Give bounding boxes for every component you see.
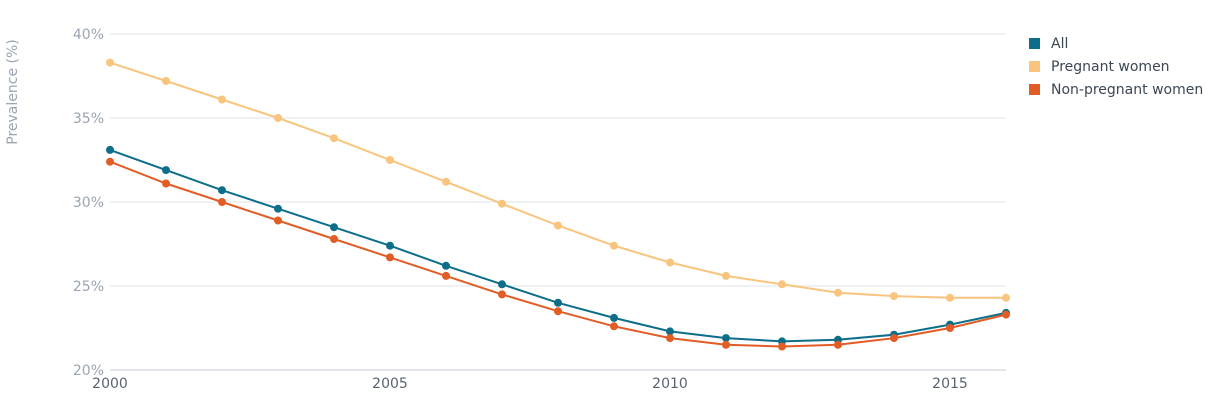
data-point[interactable]: [162, 77, 170, 85]
data-point[interactable]: [442, 177, 450, 186]
y-tick-label: 40%: [73, 27, 104, 43]
y-tick-label: 20%: [73, 363, 104, 379]
legend-label[interactable]: Non-pregnant women: [1051, 82, 1203, 98]
y-tick-label: 30%: [73, 195, 104, 211]
data-point[interactable]: [890, 334, 898, 343]
data-point[interactable]: [218, 186, 226, 195]
series-line-non-pregnant-women: [109, 160, 1007, 348]
data-point[interactable]: [666, 258, 674, 267]
y-tick-label: 25%: [73, 279, 104, 295]
data-point[interactable]: [498, 199, 506, 208]
data-point[interactable]: [330, 235, 338, 243]
data-point[interactable]: [722, 334, 730, 343]
data-point[interactable]: [834, 288, 842, 297]
data-point[interactable]: [330, 134, 338, 143]
data-point[interactable]: [274, 216, 282, 225]
y-axis-label: Prevalence (%): [5, 39, 21, 145]
data-point[interactable]: [890, 292, 898, 301]
data-point[interactable]: [946, 324, 954, 332]
legend-swatch: [1029, 61, 1040, 72]
data-point[interactable]: [330, 223, 338, 232]
data-point[interactable]: [106, 58, 114, 67]
series-group: [106, 58, 1010, 351]
data-point[interactable]: [218, 198, 226, 206]
data-point[interactable]: [666, 327, 674, 336]
data-point[interactable]: [722, 340, 730, 349]
legend-swatch: [1029, 84, 1040, 95]
data-point[interactable]: [834, 340, 842, 349]
x-tick-label: 2005: [372, 376, 408, 392]
data-point[interactable]: [610, 322, 618, 331]
legend-label[interactable]: Pregnant women: [1051, 59, 1170, 75]
data-point[interactable]: [106, 157, 114, 166]
data-point[interactable]: [274, 204, 282, 213]
data-point[interactable]: [162, 179, 170, 188]
data-point[interactable]: [1002, 293, 1010, 302]
legend: All Pregnant women Non-pregnant women: [1029, 36, 1203, 98]
data-point[interactable]: [106, 145, 114, 154]
legend-swatch: [1029, 38, 1040, 49]
data-point[interactable]: [442, 271, 450, 280]
x-tick-label: 2000: [92, 376, 128, 392]
data-point[interactable]: [554, 298, 562, 307]
data-point[interactable]: [1002, 310, 1010, 319]
data-point[interactable]: [386, 253, 394, 262]
data-point[interactable]: [386, 241, 394, 250]
data-point[interactable]: [274, 114, 282, 122]
data-point[interactable]: [722, 271, 730, 280]
series-line-pregnant-women: [109, 61, 1006, 299]
legend-label[interactable]: All: [1051, 36, 1068, 52]
gridlines: [110, 33, 1006, 371]
data-point[interactable]: [946, 293, 954, 302]
data-point[interactable]: [554, 221, 562, 230]
data-point[interactable]: [610, 313, 618, 322]
data-point[interactable]: [162, 166, 170, 175]
data-point[interactable]: [778, 280, 786, 289]
data-point[interactable]: [386, 156, 394, 164]
data-point[interactable]: [778, 342, 786, 351]
data-point[interactable]: [554, 307, 562, 316]
x-tick-label: 2015: [932, 376, 968, 392]
x-axis-ticks: 2000 2005 2010 2015: [92, 376, 968, 392]
data-point[interactable]: [498, 290, 506, 299]
y-tick-label: 35%: [73, 111, 104, 127]
data-point[interactable]: [666, 334, 674, 343]
data-point[interactable]: [442, 261, 450, 270]
data-point[interactable]: [218, 95, 226, 104]
y-axis-ticks: 20% 25% 30% 35% 40%: [73, 27, 104, 379]
data-point[interactable]: [610, 241, 618, 250]
x-tick-label: 2010: [652, 376, 688, 392]
data-point[interactable]: [498, 280, 506, 289]
